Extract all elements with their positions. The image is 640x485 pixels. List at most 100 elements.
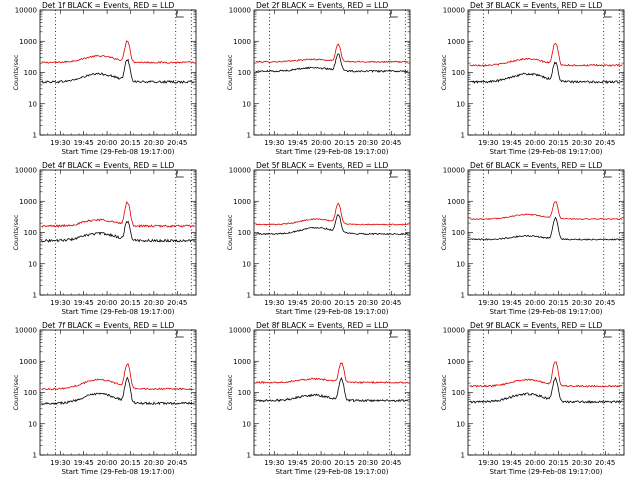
- y-tick-label: 1000: [447, 358, 465, 366]
- y-tick-label: 100: [452, 229, 465, 237]
- interval-marker: [390, 171, 398, 178]
- x-axis-label: Start Time (29-Feb-08 19:17:00): [489, 308, 602, 316]
- y-tick-label: 10: [456, 260, 465, 268]
- x-tick-label: 20:30: [144, 459, 164, 467]
- y-tick-label: 1000: [447, 38, 465, 46]
- series-lld-line: [41, 40, 195, 64]
- y-tick-label: 100: [24, 389, 37, 397]
- y-tick-label: 10000: [229, 7, 251, 15]
- series-events-line: [255, 214, 409, 236]
- x-tick-label: 20:45: [381, 459, 401, 467]
- x-tick-label: 19:30: [264, 459, 284, 467]
- series-events-line: [255, 53, 409, 73]
- x-tick-label: 20:30: [144, 139, 164, 147]
- y-axis-label: Counts/sec: [440, 54, 448, 90]
- series-events-line: [41, 220, 195, 243]
- x-tick-label: 19:30: [50, 459, 70, 467]
- interval-marker: [390, 331, 398, 338]
- y-axis-label: Counts/sec: [226, 54, 234, 90]
- x-tick-label: 19:30: [478, 459, 498, 467]
- y-axis-label: Counts/sec: [440, 374, 448, 410]
- y-tick-label: 1000: [447, 198, 465, 206]
- y-tick-label: 10: [28, 100, 37, 108]
- y-tick-label: 10000: [15, 327, 37, 335]
- x-tick-label: 20:15: [334, 459, 354, 467]
- x-tick-label: 20:00: [525, 139, 545, 147]
- x-tick-label: 20:15: [334, 299, 354, 307]
- y-tick-label: 100: [238, 389, 251, 397]
- interval-marker: [176, 11, 184, 18]
- interval-marker: [604, 171, 612, 178]
- x-tick-label: 19:45: [288, 459, 308, 467]
- y-tick-label: 10000: [443, 7, 465, 15]
- panel-title: Det 3f BLACK = Events, RED = LLD: [470, 1, 603, 10]
- x-tick-label: 20:00: [97, 139, 117, 147]
- y-tick-label: 10: [28, 420, 37, 428]
- series-lld-line: [255, 202, 409, 226]
- y-tick-label: 1: [247, 292, 251, 300]
- interval-marker: [176, 331, 184, 338]
- panel-title: Det 1f BLACK = Events, RED = LLD: [42, 1, 175, 10]
- series-lld-line: [255, 362, 409, 385]
- x-tick-label: 20:00: [525, 299, 545, 307]
- interval-marker: [390, 11, 398, 18]
- series-lld-line: [469, 361, 623, 388]
- plot-frame: [467, 169, 625, 296]
- y-tick-label: 100: [238, 229, 251, 237]
- x-tick-label: 20:30: [358, 139, 378, 147]
- plot-frame: [467, 9, 625, 136]
- plot-frame: [253, 9, 411, 136]
- x-tick-label: 20:30: [358, 459, 378, 467]
- y-tick-label: 10: [242, 100, 251, 108]
- x-tick-label: 19:30: [50, 299, 70, 307]
- x-tick-label: 20:00: [311, 459, 331, 467]
- x-tick-label: 20:15: [334, 139, 354, 147]
- x-tick-label: 19:45: [74, 299, 94, 307]
- y-tick-label: 1: [33, 292, 37, 300]
- y-tick-label: 10000: [15, 7, 37, 15]
- y-tick-label: 1: [247, 132, 251, 140]
- y-axis-label: Counts/sec: [226, 214, 234, 250]
- x-tick-label: 20:30: [572, 459, 592, 467]
- y-axis-label: Counts/sec: [440, 214, 448, 250]
- panel-title: Det 9f BLACK = Events, RED = LLD: [470, 321, 603, 330]
- plot-frame: [253, 329, 411, 456]
- x-tick-label: 20:00: [97, 299, 117, 307]
- x-tick-label: 20:45: [167, 299, 187, 307]
- y-tick-label: 10: [456, 420, 465, 428]
- x-tick-label: 19:30: [264, 139, 284, 147]
- y-tick-label: 10000: [443, 167, 465, 175]
- series-events-line: [469, 61, 623, 84]
- x-tick-label: 19:45: [288, 139, 308, 147]
- x-tick-label: 19:45: [502, 139, 522, 147]
- y-tick-label: 1: [33, 452, 37, 460]
- interval-marker: [176, 171, 184, 178]
- x-tick-label: 20:45: [167, 139, 187, 147]
- y-tick-label: 1000: [19, 38, 37, 46]
- x-tick-label: 20:30: [144, 299, 164, 307]
- y-tick-label: 1: [461, 132, 465, 140]
- y-tick-label: 10000: [229, 167, 251, 175]
- x-tick-label: 20:15: [120, 459, 140, 467]
- y-tick-label: 1000: [233, 38, 251, 46]
- x-tick-label: 20:15: [548, 459, 568, 467]
- x-tick-label: 19:45: [74, 459, 94, 467]
- panel-title: Det 5f BLACK = Events, RED = LLD: [256, 161, 389, 170]
- series-lld-line: [41, 363, 195, 391]
- x-tick-label: 20:15: [548, 139, 568, 147]
- panel-3f: Det 3f BLACK = Events, RED = LLD 1 10 100 10…: [440, 1, 625, 156]
- panel-2f: Det 2f BLACK = Events, RED = LLD 1 10 100 10…: [226, 1, 411, 156]
- panel-title: Det 4f BLACK = Events, RED = LLD: [42, 161, 175, 170]
- series-events-line: [255, 377, 409, 403]
- x-tick-label: 20:30: [572, 139, 592, 147]
- x-axis-label: Start Time (29-Feb-08 19:17:00): [489, 148, 602, 156]
- interval-marker: [604, 331, 612, 338]
- x-tick-label: 20:00: [525, 459, 545, 467]
- x-tick-label: 19:45: [502, 459, 522, 467]
- y-tick-label: 10: [28, 260, 37, 268]
- x-axis-label: Start Time (29-Feb-08 19:17:00): [275, 148, 388, 156]
- x-tick-label: 20:15: [120, 139, 140, 147]
- panel-1f: Det 1f BLACK = Events, RED = LLD 1 10 100 10…: [12, 1, 197, 156]
- y-tick-label: 10000: [229, 327, 251, 335]
